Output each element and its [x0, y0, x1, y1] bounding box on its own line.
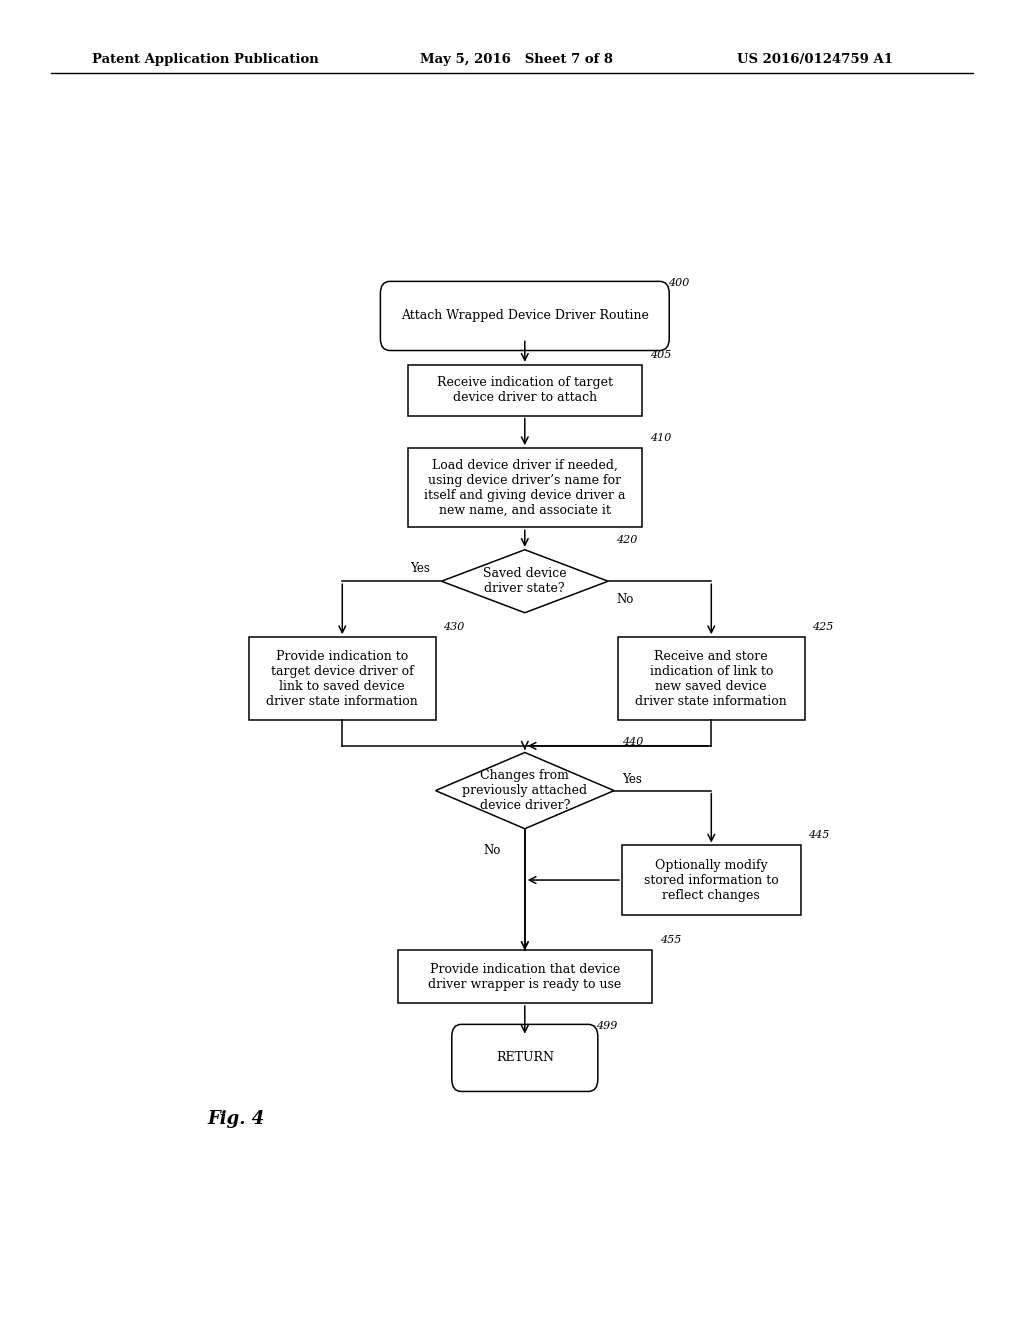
Text: Saved device
driver state?: Saved device driver state?	[483, 568, 566, 595]
Text: Receive and store
indication of link to
new saved device
driver state informatio: Receive and store indication of link to …	[636, 649, 787, 708]
Bar	[408, 364, 642, 416]
Text: No: No	[483, 843, 501, 857]
Text: Load device driver if needed,
using device driver’s name for
itself and giving d: Load device driver if needed, using devi…	[424, 459, 626, 516]
Bar	[397, 950, 651, 1003]
Text: Optionally modify
stored information to
reflect changes: Optionally modify stored information to …	[644, 858, 778, 902]
Text: Changes from
previously attached
device driver?: Changes from previously attached device …	[462, 770, 588, 812]
Bar	[249, 638, 435, 721]
Text: 440: 440	[622, 738, 643, 747]
Text: Patent Application Publication: Patent Application Publication	[92, 53, 318, 66]
Text: No: No	[616, 594, 634, 606]
Text: US 2016/0124759 A1: US 2016/0124759 A1	[737, 53, 893, 66]
Text: Receive indication of target
device driver to attach: Receive indication of target device driv…	[437, 376, 612, 404]
Bar	[618, 638, 805, 721]
FancyBboxPatch shape	[452, 1024, 598, 1092]
Text: 499: 499	[596, 1022, 617, 1031]
Text: Yes: Yes	[622, 772, 642, 785]
Text: 410: 410	[650, 433, 671, 444]
Text: 420: 420	[616, 535, 637, 545]
Bar	[622, 846, 801, 915]
Text: Yes: Yes	[410, 562, 430, 576]
Text: RETURN: RETURN	[496, 1052, 554, 1064]
Bar	[408, 447, 642, 528]
Polygon shape	[435, 752, 614, 829]
Text: Fig. 4: Fig. 4	[207, 1110, 264, 1127]
FancyBboxPatch shape	[380, 281, 670, 351]
Text: Provide indication that device
driver wrapper is ready to use: Provide indication that device driver wr…	[428, 962, 622, 990]
Text: Provide indication to
target device driver of
link to saved device
driver state : Provide indication to target device driv…	[266, 649, 418, 708]
Text: 425: 425	[812, 622, 834, 632]
Polygon shape	[441, 549, 608, 612]
Text: Attach Wrapped Device Driver Routine: Attach Wrapped Device Driver Routine	[400, 309, 649, 322]
Text: 430: 430	[443, 622, 465, 632]
Text: 455: 455	[659, 935, 681, 945]
Text: 445: 445	[809, 830, 829, 841]
Text: 405: 405	[650, 350, 671, 359]
Text: 400: 400	[668, 279, 689, 289]
Text: May 5, 2016   Sheet 7 of 8: May 5, 2016 Sheet 7 of 8	[420, 53, 612, 66]
